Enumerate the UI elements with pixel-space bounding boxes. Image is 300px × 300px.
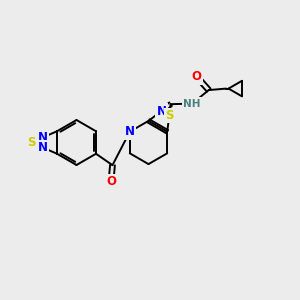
Text: S: S bbox=[165, 109, 173, 122]
Text: N: N bbox=[125, 125, 135, 138]
Text: N: N bbox=[38, 131, 48, 144]
Text: N: N bbox=[38, 141, 48, 154]
Text: O: O bbox=[192, 70, 202, 83]
Text: S: S bbox=[27, 136, 35, 149]
Text: N: N bbox=[156, 104, 167, 118]
Text: NH: NH bbox=[184, 99, 201, 109]
Text: O: O bbox=[106, 175, 116, 188]
